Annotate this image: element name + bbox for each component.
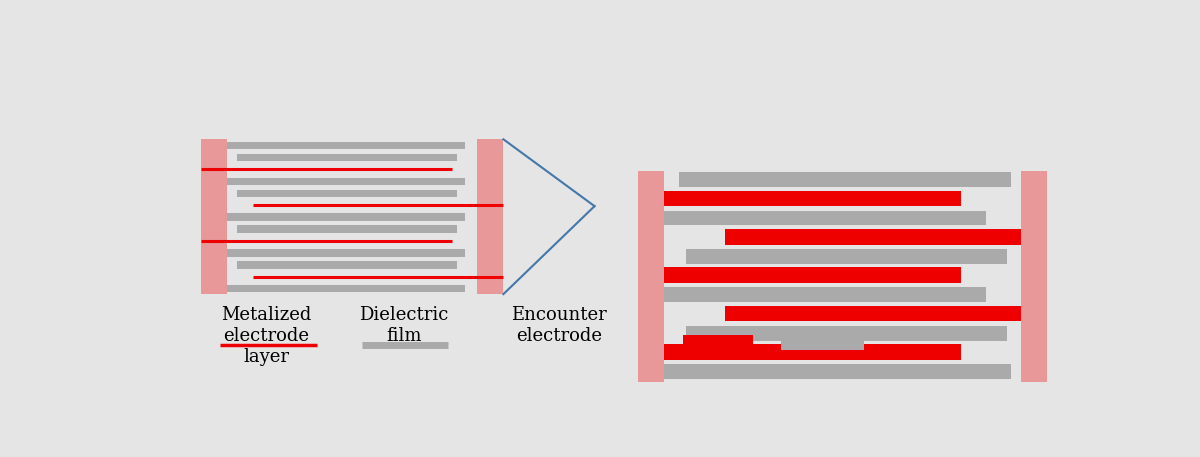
Text: Dielectric
film: Dielectric film [359, 307, 449, 345]
Bar [685, 326, 1007, 340]
Bar [227, 285, 464, 292]
Text: Encounter
electrode: Encounter electrode [511, 307, 607, 345]
Bar [227, 213, 464, 221]
Bar [638, 171, 665, 382]
Bar [685, 249, 1007, 264]
Bar [725, 229, 1021, 244]
Bar [678, 172, 1010, 187]
Text: Metalized
electrode
layer: Metalized electrode layer [221, 307, 312, 366]
Bar [665, 344, 961, 360]
Bar [238, 154, 457, 161]
Bar [725, 306, 1021, 321]
Bar [780, 338, 864, 350]
Bar [238, 225, 457, 233]
Bar [665, 287, 985, 302]
Bar [683, 335, 752, 352]
Bar [665, 191, 961, 206]
Bar [238, 190, 457, 197]
Bar [238, 261, 457, 269]
Bar [202, 139, 227, 294]
Bar [665, 364, 1010, 379]
Bar [227, 142, 464, 149]
Bar [665, 267, 961, 283]
Bar [1021, 171, 1048, 382]
Bar [665, 211, 985, 225]
Bar [227, 249, 464, 257]
Bar [227, 178, 464, 185]
Bar [478, 139, 504, 294]
